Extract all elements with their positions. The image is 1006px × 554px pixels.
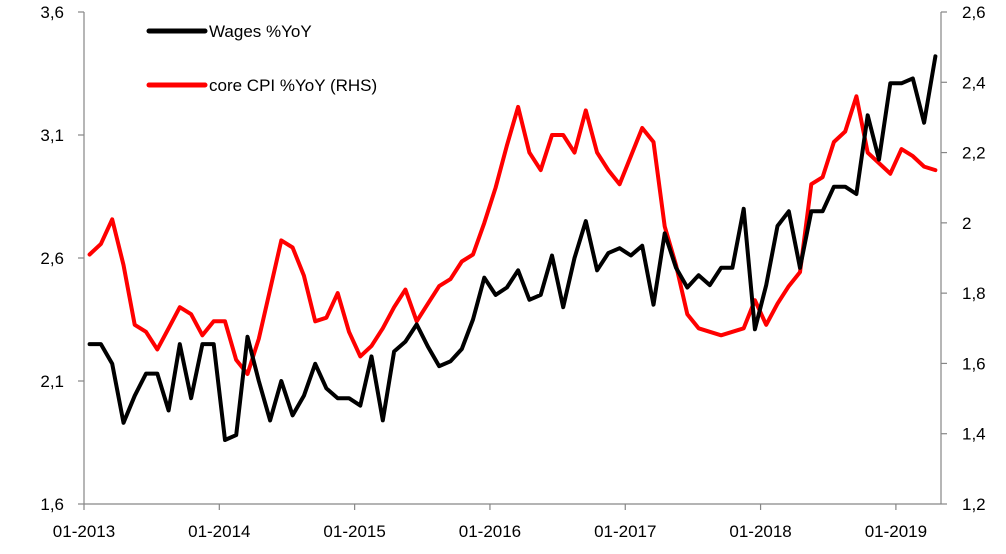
right-tick-label: 1,6 xyxy=(962,354,986,373)
right-tick-label: 1,8 xyxy=(962,284,986,303)
x-tick-label: 01-2018 xyxy=(729,522,791,541)
right-axis-ticks: 1,2 1,4 1,6 1,8 2 2,2 2,4 2,6 xyxy=(941,3,986,514)
chart-legend: Wages %YoY core CPI %YoY (RHS) xyxy=(146,22,377,95)
right-tick-label: 2,4 xyxy=(962,73,986,92)
x-tick-label: 01-2015 xyxy=(323,522,385,541)
right-tick-label: 2,2 xyxy=(962,144,986,163)
wages-series-line xyxy=(87,54,938,442)
x-axis-ticks: 01-2013 01-2014 01-2015 01-2016 01-2017 01-20… xyxy=(53,504,927,541)
left-tick-label: 1,6 xyxy=(40,495,64,514)
x-tick-label: 01-2013 xyxy=(53,522,115,541)
left-tick-label: 2,1 xyxy=(40,372,64,391)
left-tick-label: 2,6 xyxy=(40,249,64,268)
legend-label: core CPI %YoY (RHS) xyxy=(209,76,377,95)
legend-label: Wages %YoY xyxy=(209,22,312,41)
right-tick-label: 2 xyxy=(962,214,971,233)
x-tick-label: 01-2016 xyxy=(459,522,521,541)
x-tick-label: 01-2017 xyxy=(594,522,656,541)
right-tick-label: 1,4 xyxy=(962,425,986,444)
x-tick-label: 01-2014 xyxy=(188,522,250,541)
right-tick-label: 1,2 xyxy=(962,495,986,514)
right-tick-label: 2,6 xyxy=(962,3,986,22)
left-tick-label: 3,1 xyxy=(40,126,64,145)
left-tick-label: 3,6 xyxy=(40,3,64,22)
core-cpi-series-line xyxy=(87,94,938,376)
left-axis-ticks: 1,6 2,1 2,6 3,1 3,6 xyxy=(40,3,84,514)
x-tick-label: 01-2019 xyxy=(865,522,927,541)
series-lines xyxy=(87,54,938,442)
